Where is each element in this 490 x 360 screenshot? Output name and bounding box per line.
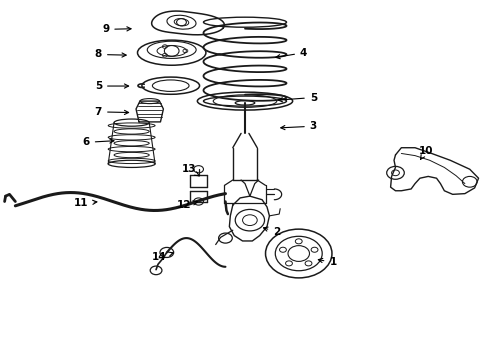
Text: 2: 2 bbox=[264, 227, 280, 237]
Text: 10: 10 bbox=[418, 146, 433, 159]
Text: 5: 5 bbox=[278, 93, 317, 103]
Text: 5: 5 bbox=[95, 81, 128, 91]
Text: 12: 12 bbox=[177, 200, 197, 210]
Text: 6: 6 bbox=[83, 138, 114, 147]
Text: 11: 11 bbox=[74, 198, 97, 208]
Text: 3: 3 bbox=[281, 121, 317, 131]
Text: 8: 8 bbox=[95, 49, 126, 59]
Text: 14: 14 bbox=[152, 252, 173, 262]
Text: 9: 9 bbox=[102, 24, 131, 35]
Text: 1: 1 bbox=[318, 257, 337, 267]
Text: 4: 4 bbox=[276, 48, 307, 59]
Text: 7: 7 bbox=[95, 107, 128, 117]
Text: 13: 13 bbox=[182, 164, 199, 176]
